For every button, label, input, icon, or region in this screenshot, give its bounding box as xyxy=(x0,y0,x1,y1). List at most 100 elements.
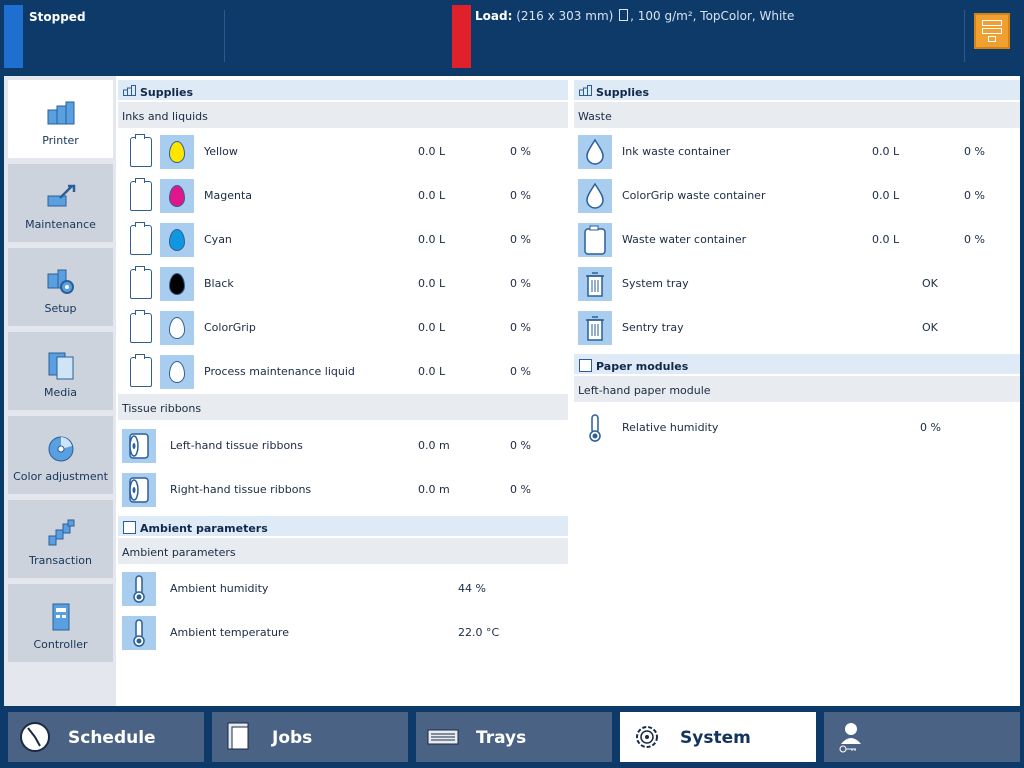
ambient-value: 22.0 °C xyxy=(458,626,500,639)
ink-amount: 0.0 L xyxy=(418,233,446,246)
tissue-roll-icon xyxy=(122,429,156,463)
ink-row[interactable]: Process maintenance liquid 0.0 L 0 % xyxy=(118,350,568,394)
gear-icon xyxy=(636,726,658,748)
waste-row[interactable]: Waste water container 0.0 L 0 % xyxy=(574,218,1020,262)
ink-name: Yellow xyxy=(204,145,238,158)
waste-header: Waste xyxy=(574,102,1020,128)
drop-icon xyxy=(578,179,612,213)
sidebar-item-maintenance[interactable]: Maintenance xyxy=(8,164,113,242)
ink-percent: 0 % xyxy=(510,321,531,334)
tissue-row[interactable]: Right-hand tissue ribbons 0.0 m 0 % xyxy=(118,468,568,512)
ink-name: Cyan xyxy=(204,233,232,246)
waste-name: System tray xyxy=(622,277,689,290)
tab-trays[interactable]: Trays xyxy=(416,712,612,762)
media-icon xyxy=(46,350,76,380)
bottle-icon xyxy=(130,310,152,343)
waste-row[interactable]: Sentry tray OK xyxy=(574,306,1020,350)
tab-user[interactable] xyxy=(824,712,1020,762)
ambient-row[interactable]: Ambient temperature 22.0 °C xyxy=(118,611,568,655)
sidebar-item-label: Color adjustment xyxy=(13,470,108,483)
paper-modules-header: Paper modules xyxy=(574,354,1020,374)
printer-icon xyxy=(46,98,76,128)
clock-icon xyxy=(20,722,50,752)
ink-row[interactable]: Black 0.0 L 0 % xyxy=(118,262,568,306)
container-icon xyxy=(578,223,612,257)
ink-amount: 0.0 L xyxy=(418,189,446,202)
sidebar-item-setup[interactable]: Setup xyxy=(8,248,113,326)
paper-module-value: 0 % xyxy=(920,421,941,434)
printer-status: Stopped xyxy=(29,10,86,24)
ink-row[interactable]: ColorGrip 0.0 L 0 % xyxy=(118,306,568,350)
bottle-icon xyxy=(130,178,152,211)
thermometer-icon xyxy=(122,616,156,650)
tab-system[interactable]: System xyxy=(620,712,816,762)
server-icon-base xyxy=(988,36,996,42)
load-size: (216 x 303 mm) xyxy=(516,9,614,23)
waste-amount: 0.0 L xyxy=(872,233,900,246)
ink-percent: 0 % xyxy=(510,233,531,246)
ink-amount: 0.0 L xyxy=(418,321,446,334)
controller-icon xyxy=(46,602,76,632)
waste-row[interactable]: System tray OK xyxy=(574,262,1020,306)
main-panel: Printer Maintenance Setup Media Color ad… xyxy=(4,76,1020,706)
tab-schedule[interactable]: Schedule xyxy=(8,712,204,762)
tissue-amount: 0.0 m xyxy=(418,439,450,452)
tissue-row[interactable]: Left-hand tissue ribbons 0.0 m 0 % xyxy=(118,424,568,468)
tissue-percent: 0 % xyxy=(510,439,531,452)
ambient-name: Ambient humidity xyxy=(170,582,269,595)
tissue-roll-icon xyxy=(122,473,156,507)
sidebar-item-label: Transaction xyxy=(29,554,92,567)
inks-header: Inks and liquids xyxy=(118,102,568,128)
tab-jobs[interactable]: Jobs xyxy=(212,712,408,762)
sidebar-item-printer[interactable]: Printer xyxy=(8,80,113,158)
waste-row[interactable]: Ink waste container 0.0 L 0 % xyxy=(574,130,1020,174)
sidebar: Printer Maintenance Setup Media Color ad… xyxy=(4,76,116,706)
tab-label: Trays xyxy=(476,728,527,748)
server-button[interactable] xyxy=(974,13,1010,49)
ink-name: ColorGrip xyxy=(204,321,256,334)
ink-name: Magenta xyxy=(204,189,253,202)
left-supplies-header: Supplies xyxy=(118,80,568,100)
ink-percent: 0 % xyxy=(510,365,531,378)
sidebar-item-controller[interactable]: Controller xyxy=(8,584,113,662)
sidebar-item-color-adjustment[interactable]: Color adjustment xyxy=(8,416,113,494)
waste-amount: 0.0 L xyxy=(872,189,900,202)
maintenance-icon xyxy=(46,182,76,212)
ambient-name: Ambient temperature xyxy=(170,626,289,639)
waste-row[interactable]: ColorGrip waste container 0.0 L 0 % xyxy=(574,174,1020,218)
sidebar-item-label: Printer xyxy=(42,134,79,147)
waste-status: 0 % xyxy=(964,145,985,158)
thermometer-icon xyxy=(578,411,612,445)
ink-row[interactable]: Yellow 0.0 L 0 % xyxy=(118,130,568,174)
bottle-icon xyxy=(130,354,152,387)
tissue-amount: 0.0 m xyxy=(418,483,450,496)
section-title: Ambient parameters xyxy=(140,522,268,535)
ambient-section-header: Ambient parameters xyxy=(118,516,568,536)
load-info[interactable]: Load: (216 x 303 mm) , 100 g/m², TopColo… xyxy=(475,9,794,23)
sidebar-item-transaction[interactable]: Transaction xyxy=(8,500,113,578)
ambient-row[interactable]: Ambient humidity 44 % xyxy=(118,567,568,611)
ink-amount: 0.0 L xyxy=(418,145,446,158)
sidebar-item-label: Maintenance xyxy=(25,218,96,231)
ink-amount: 0.0 L xyxy=(418,365,446,378)
ink-row[interactable]: Magenta 0.0 L 0 % xyxy=(118,174,568,218)
ink-row[interactable]: Cyan 0.0 L 0 % xyxy=(118,218,568,262)
sidebar-item-media[interactable]: Media xyxy=(8,332,113,410)
ink-drop-icon xyxy=(160,355,194,389)
divider xyxy=(964,10,965,62)
ink-amount: 0.0 L xyxy=(418,277,446,290)
tissue-name: Left-hand tissue ribbons xyxy=(170,439,303,452)
load-label: Load: xyxy=(475,9,513,23)
server-icon xyxy=(982,20,1002,26)
sidebar-item-label: Media xyxy=(43,386,78,399)
ink-name: Black xyxy=(204,277,234,290)
color-adjustment-icon xyxy=(46,434,76,464)
bottom-navigation: Schedule Jobs Trays System xyxy=(0,708,1024,768)
sidebar-item-label: Controller xyxy=(33,638,88,651)
tab-label: System xyxy=(680,728,751,748)
ink-drop-icon xyxy=(160,223,194,257)
paper-module-row[interactable]: Relative humidity 0 % xyxy=(574,406,1020,450)
waste-status: OK xyxy=(922,277,938,290)
sidebar-item-label: Setup xyxy=(44,302,77,315)
ink-percent: 0 % xyxy=(510,189,531,202)
